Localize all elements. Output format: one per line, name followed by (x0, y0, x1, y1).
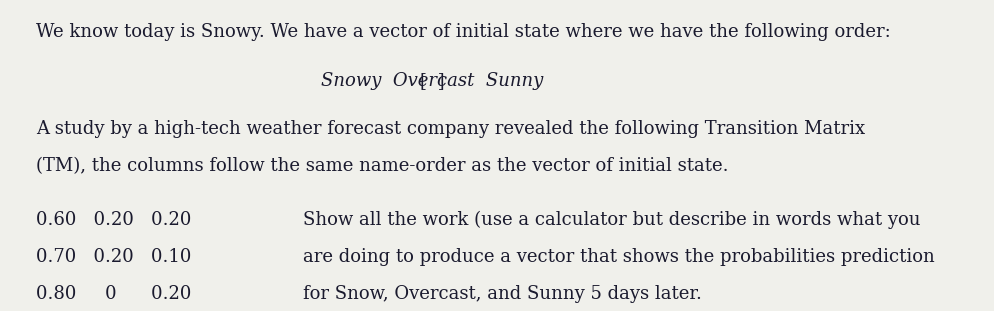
Text: Show all the work (use a calculator but describe in words what you: Show all the work (use a calculator but … (303, 211, 919, 229)
Text: 0.60   0.20   0.20: 0.60 0.20 0.20 (36, 211, 191, 229)
Text: [: [ (419, 72, 431, 90)
Text: Snowy  Overcast  Sunny: Snowy Overcast Sunny (321, 72, 543, 90)
Text: 0.80     0      0.20: 0.80 0 0.20 (36, 285, 191, 303)
Text: ]: ] (431, 72, 444, 90)
Text: for Snow, Overcast, and Sunny 5 days later.: for Snow, Overcast, and Sunny 5 days lat… (303, 285, 701, 303)
Text: A study by a high-tech weather forecast company revealed the following Transitio: A study by a high-tech weather forecast … (36, 120, 864, 138)
Text: 0.70   0.20   0.10: 0.70 0.20 0.10 (36, 248, 191, 266)
Text: (TM), the columns follow the same name-order as the vector of initial state.: (TM), the columns follow the same name-o… (36, 157, 728, 175)
Text: We know today is Snowy. We have a vector of initial state where we have the foll: We know today is Snowy. We have a vector… (36, 23, 890, 41)
Text: are doing to produce a vector that shows the probabilities prediction: are doing to produce a vector that shows… (303, 248, 933, 266)
